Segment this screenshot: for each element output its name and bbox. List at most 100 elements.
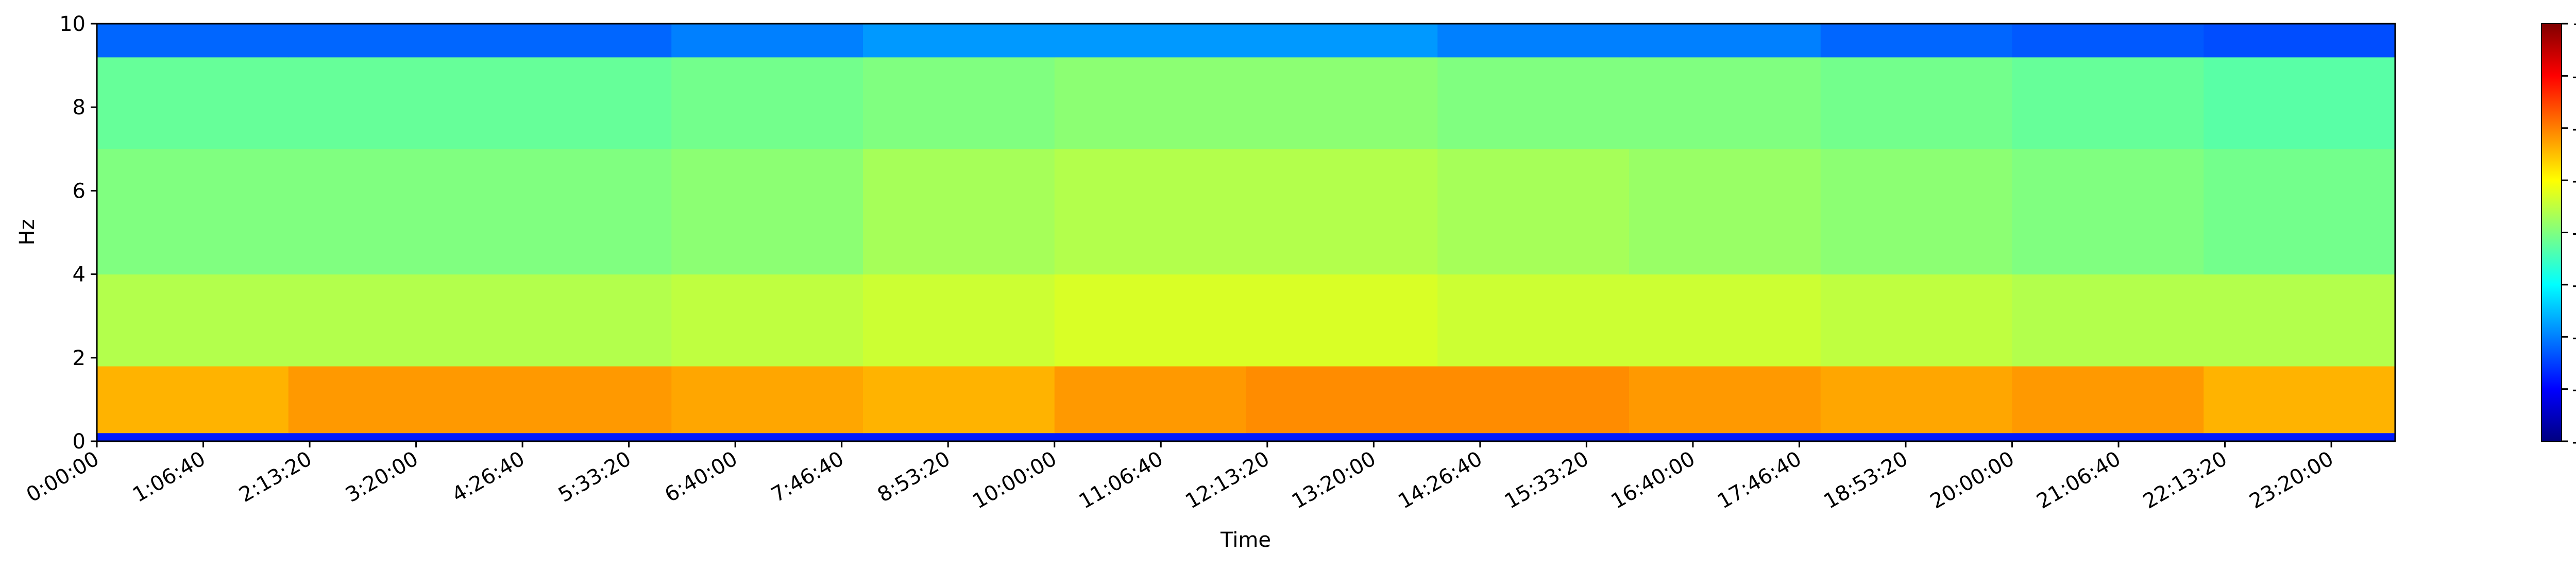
colorbar-tick-label: -10 dB [2572, 64, 2576, 88]
spectrogram-cell [2012, 432, 2204, 442]
x-tick-label: 17:46:40 [1714, 447, 1806, 514]
spectrogram-cell [2204, 366, 2396, 434]
x-tick-label: 16:40:00 [1607, 447, 1699, 514]
y-tick-label: 0 [73, 430, 86, 454]
spectrogram-cell [2204, 57, 2396, 149]
spectrogram-cell [863, 432, 1055, 442]
spectrogram-cell [1246, 274, 1438, 367]
colorbar-tick-label: -30 dB [2572, 169, 2576, 193]
y-tick-label: 4 [73, 263, 86, 287]
x-tick-label: 1:06:40 [129, 447, 210, 507]
spectrogram-cell [288, 149, 480, 275]
spectrogram-cell [1820, 432, 2012, 442]
spectrogram-cell [863, 274, 1055, 367]
spectrogram-cell [1820, 274, 2012, 367]
colorbar-tick-label: +0 dB [2572, 12, 2576, 36]
colorbar-tick-label: -20 dB [2572, 117, 2576, 141]
spectrogram-cell [1246, 432, 1438, 442]
x-tick-label: 23:20:00 [2245, 447, 2337, 514]
colorbar [2541, 23, 2562, 442]
spectrogram-cell [2012, 366, 2204, 434]
spectrogram-cell [863, 24, 1055, 58]
spectrogram-cell [2204, 149, 2396, 275]
colorbar-tick-label: -70 dB [2572, 378, 2576, 402]
spectrogram-cell [97, 366, 289, 434]
colorbar-tick-label: -40 dB [2572, 221, 2576, 245]
x-tick-label: 21:06:40 [2032, 447, 2125, 514]
spectrogram-cell [671, 366, 863, 434]
spectrogram-cell [671, 24, 863, 58]
spectrogram-cell [2204, 274, 2396, 367]
spectrogram-cell [1820, 149, 2012, 275]
y-tick-label: 6 [73, 179, 86, 203]
x-tick-label: 2:13:20 [235, 447, 316, 507]
spectrogram-cell [1820, 24, 2012, 58]
spectrogram-cell [2012, 149, 2204, 275]
spectrogram-cell [1629, 274, 1821, 367]
x-tick-label: 7:46:40 [767, 447, 848, 507]
spectrogram-cell [1437, 24, 1630, 58]
x-tick-label: 0:00:00 [22, 447, 103, 507]
spectrogram-cell [1246, 57, 1438, 149]
x-tick-label: 13:20:00 [1288, 447, 1380, 514]
spectrogram-cell [1246, 149, 1438, 275]
spectrogram-cell [1629, 57, 1821, 149]
spectrogram-cell [671, 432, 863, 442]
x-tick-label: 8:53:20 [874, 447, 955, 507]
spectrogram-cell [1820, 57, 2012, 149]
spectrogram-cell [480, 24, 672, 58]
x-tick-label: 18:53:20 [1820, 447, 1912, 514]
spectrogram-cell [863, 57, 1055, 149]
spectrogram-cell [480, 57, 672, 149]
spectrogram-cell [1629, 366, 1821, 434]
spectrogram-cell [1054, 366, 1246, 434]
colorbar-tick-label: -50 dB [2572, 273, 2576, 297]
spectrogram-cell [288, 432, 480, 442]
spectrogram-cell [1437, 432, 1630, 442]
spectrogram-cell [2204, 24, 2396, 58]
spectrogram-cell [1629, 149, 1821, 275]
spectrogram-cell [1629, 432, 1821, 442]
spectrogram-cell [1437, 274, 1630, 367]
spectrogram-cell [288, 274, 480, 367]
x-tick-label: 14:26:40 [1394, 447, 1486, 514]
x-tick-label: 10:00:00 [969, 447, 1061, 514]
x-tick-label: 12:13:20 [1181, 447, 1274, 514]
spectrogram-cell [1054, 432, 1246, 442]
spectrogram-cell [1629, 24, 1821, 58]
spectrogram-cell [480, 366, 672, 434]
spectrogram-cell [480, 274, 672, 367]
spectrogram-cell [863, 366, 1055, 434]
x-tick-label: 15:33:20 [1501, 447, 1593, 514]
spectrogram-cell [1054, 24, 1246, 58]
spectrogram-cell [671, 149, 863, 275]
y-tick-label: 2 [73, 347, 86, 370]
spectrogram-cell [288, 24, 480, 58]
x-tick-label: 11:06:40 [1075, 447, 1167, 514]
y-axis-label: Hz [15, 219, 39, 245]
spectrogram-cell [1820, 366, 2012, 434]
spectrogram-cell [1054, 149, 1246, 275]
spectrogram-cell [480, 149, 672, 275]
spectrogram-cell [1437, 149, 1630, 275]
spectrogram-cell [1246, 24, 1438, 58]
spectrogram-cell [97, 432, 289, 442]
spectrogram-cell [1246, 366, 1438, 434]
spectrogram-cell [2012, 57, 2204, 149]
x-tick-label: 4:26:40 [448, 447, 529, 507]
y-tick-label: 8 [73, 96, 86, 119]
x-axis-label: Time [1220, 528, 1271, 552]
spectrogram-cell [1054, 57, 1246, 149]
spectrogram-cell [288, 57, 480, 149]
spectrogram-cell [2204, 432, 2396, 442]
spectrogram-cell [1437, 366, 1630, 434]
spectrogram-cell [1437, 57, 1630, 149]
spectrogram-cell [2012, 274, 2204, 367]
x-tick-label: 20:00:00 [1926, 447, 2019, 514]
spectrogram-cell [2012, 24, 2204, 58]
spectrogram-cell [671, 274, 863, 367]
colorbar-tick-label: -80 dB [2572, 430, 2576, 454]
x-tick-label: 6:40:00 [661, 447, 742, 507]
plot-frame [96, 23, 2396, 442]
